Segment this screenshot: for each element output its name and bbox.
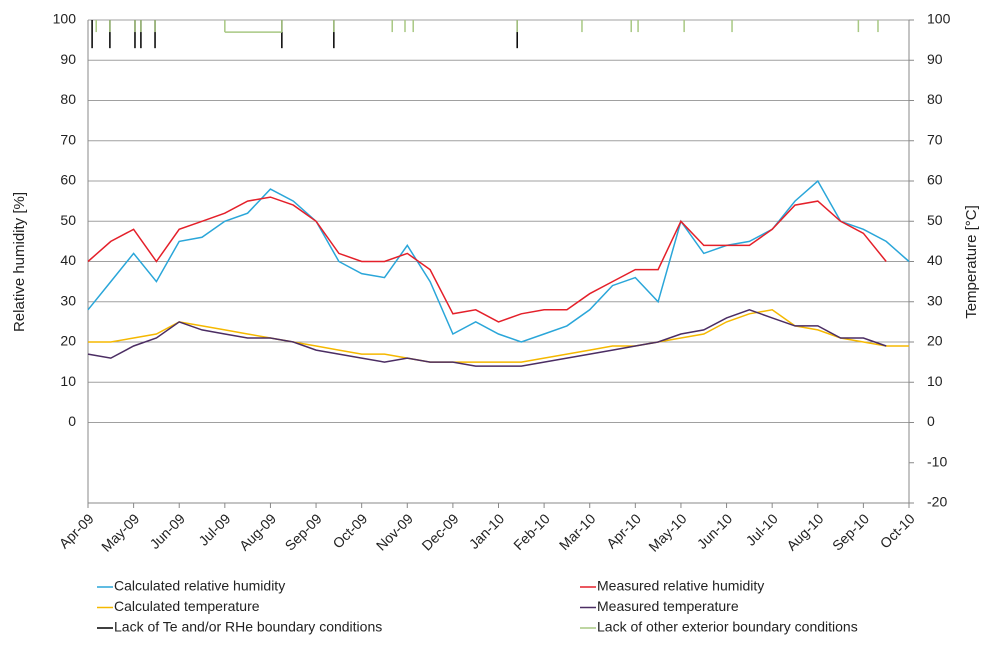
- y2-axis-title: Temperature [°C]: [963, 205, 980, 319]
- y2-tick-label: 100: [927, 11, 951, 27]
- x-tick-label: Jun-10: [694, 510, 736, 552]
- x-tick-label: May-09: [98, 510, 142, 554]
- y2-tick-label: 20: [927, 333, 943, 349]
- y2-tick-label: -10: [927, 453, 947, 469]
- y2-tick-label: 40: [927, 252, 943, 268]
- y-tick-label: 60: [60, 172, 76, 188]
- legend-label: Measured temperature: [597, 598, 739, 614]
- series-line: [87, 196, 887, 323]
- x-tick-label: Oct-09: [329, 510, 370, 551]
- legend-label: Calculated temperature: [114, 598, 260, 614]
- legend-label: Lack of Te and/or RHe boundary condition…: [114, 619, 382, 635]
- legend-label: Measured relative humidity: [597, 578, 764, 594]
- y-tick-label: 30: [60, 292, 76, 308]
- y2-tick-label: 90: [927, 51, 943, 67]
- y-tick-label: 20: [60, 333, 76, 349]
- x-tick-label: Jul-10: [743, 510, 781, 548]
- x-tick-label: Jul-09: [195, 510, 233, 548]
- y-tick-label: 90: [60, 51, 76, 67]
- y-tick-label: 0: [68, 413, 76, 429]
- y2-tick-label: 70: [927, 131, 943, 147]
- y-tick-label: 10: [60, 373, 76, 389]
- legend-label: Calculated relative humidity: [114, 578, 285, 594]
- y2-tick-label: -20: [927, 494, 947, 510]
- x-tick-label: Aug-09: [236, 510, 279, 553]
- series-line: [88, 309, 909, 363]
- x-tick-label: Aug-10: [783, 510, 826, 553]
- x-tick-label: May-10: [645, 510, 689, 554]
- y2-tick-label: 80: [927, 91, 943, 107]
- x-tick-label: Mar-10: [556, 510, 599, 553]
- y2-tick-label: 10: [927, 373, 943, 389]
- y2-tick-label: 30: [927, 292, 943, 308]
- y-tick-label: 50: [60, 212, 76, 228]
- y-tick-label: 40: [60, 252, 76, 268]
- x-tick-label: Sep-09: [282, 510, 325, 553]
- legend-label: Lack of other exterior boundary conditio…: [597, 619, 858, 635]
- y-tick-label: 100: [53, 11, 77, 27]
- y-axis-title: Relative humidity [%]: [11, 192, 28, 332]
- y-tick-label: 70: [60, 131, 76, 147]
- x-tick-label: Oct-10: [877, 510, 918, 551]
- x-tick-label: Sep-10: [829, 510, 872, 553]
- y2-tick-label: 0: [927, 413, 935, 429]
- y2-tick-label: 60: [927, 172, 943, 188]
- y2-tick-label: 50: [927, 212, 943, 228]
- x-tick-label: Jun-09: [146, 510, 188, 552]
- x-tick-label: Jan-10: [466, 510, 508, 552]
- x-tick-label: Apr-10: [603, 510, 644, 551]
- y-tick-label: 80: [60, 91, 76, 107]
- x-tick-label: Dec-09: [418, 510, 461, 553]
- x-tick-label: Feb-10: [510, 510, 553, 553]
- x-tick-label: Apr-09: [56, 510, 97, 551]
- series-line: [87, 309, 887, 367]
- x-tick-label: Nov-09: [373, 510, 416, 553]
